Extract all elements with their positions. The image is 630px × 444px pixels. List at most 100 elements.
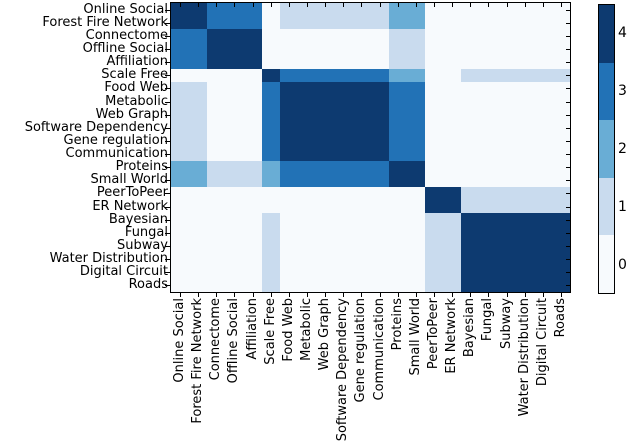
heatmap-cell <box>406 68 425 82</box>
heatmap-cell <box>479 213 498 227</box>
tick-mark <box>234 3 236 7</box>
heatmap-cell <box>297 108 317 122</box>
tick-mark <box>216 293 218 297</box>
heatmap-cell <box>297 265 317 279</box>
heatmap-cell <box>479 16 498 30</box>
heatmap-cell <box>424 147 444 161</box>
tick-mark <box>452 293 454 297</box>
colorbar-segment <box>599 235 614 293</box>
heatmap-cell <box>388 226 407 240</box>
heatmap-cell <box>189 29 208 43</box>
heatmap-cell <box>370 160 389 174</box>
heatmap-cell <box>497 68 516 82</box>
heatmap-cell <box>334 226 353 240</box>
colorbar-segment <box>599 62 614 121</box>
heatmap-cell <box>171 3 190 17</box>
heatmap-cell <box>243 108 262 122</box>
heatmap-cell <box>297 16 317 30</box>
y-tick-label: Fungal <box>124 224 168 240</box>
heatmap-cell <box>443 55 462 69</box>
heatmap-cell <box>297 55 317 69</box>
heatmap-cell <box>225 265 244 279</box>
heatmap-cell <box>171 213 190 227</box>
heatmap-cell <box>225 134 244 148</box>
heatmap-cell <box>225 16 244 30</box>
heatmap-cell <box>479 265 498 279</box>
heatmap-cell <box>243 252 262 266</box>
heatmap-cell <box>171 147 190 161</box>
heatmap-cell <box>297 3 317 17</box>
heatmap-cell <box>479 200 498 214</box>
heatmap-cell <box>352 108 371 122</box>
heatmap-cell <box>461 265 480 279</box>
tick-mark <box>165 114 170 116</box>
heatmap-cell <box>406 252 425 266</box>
y-tick-label: Gene regulation <box>63 132 168 148</box>
heatmap-cell <box>443 42 462 56</box>
heatmap-cell <box>424 213 444 227</box>
heatmap-cell <box>352 278 371 292</box>
heatmap-cell <box>297 213 317 227</box>
heatmap-cell <box>297 200 317 214</box>
heatmap-cell <box>279 16 298 30</box>
heatmap-cell <box>189 160 208 174</box>
heatmap-cell <box>334 68 353 82</box>
heatmap-cell <box>388 68 407 82</box>
heatmap-cell <box>461 186 480 201</box>
heatmap-cell <box>370 29 389 43</box>
heatmap-cell <box>388 3 407 17</box>
heatmap-cell <box>533 186 552 201</box>
heatmap-cell <box>461 160 480 174</box>
heatmap-cell <box>424 68 444 82</box>
heatmap-cell <box>334 278 353 292</box>
heatmap-cell <box>406 213 425 227</box>
heatmap-cell <box>533 3 552 17</box>
tick-mark <box>566 154 570 156</box>
heatmap-cell <box>261 108 280 122</box>
heatmap-cell <box>497 94 516 109</box>
tick-mark <box>433 3 435 7</box>
heatmap-cell <box>316 239 335 253</box>
heatmap-cell <box>533 68 552 82</box>
tick-mark <box>566 75 570 77</box>
heatmap-cell <box>207 147 226 161</box>
heatmap-cell <box>479 226 498 240</box>
heatmap-cell <box>443 3 462 17</box>
x-tick-label: Roads <box>552 298 568 338</box>
heatmap-cell <box>461 3 480 17</box>
heatmap-cell <box>334 186 353 201</box>
x-tick-label: Proteins <box>389 298 405 351</box>
tick-mark <box>198 3 200 7</box>
heatmap-cell <box>515 239 534 253</box>
heatmap-cell <box>316 173 335 187</box>
heatmap-cell <box>334 134 353 148</box>
y-tick-label: Small World <box>90 172 169 188</box>
heatmap-cell <box>515 16 534 30</box>
heatmap-cell <box>461 134 480 148</box>
heatmap-cell <box>479 252 498 266</box>
heatmap-cell <box>551 55 570 69</box>
heatmap-cell <box>171 252 190 266</box>
heatmap-cell <box>225 108 244 122</box>
heatmap-cell <box>207 121 226 135</box>
x-tick-label: Connectome <box>208 298 224 381</box>
heatmap-cell <box>352 173 371 187</box>
heatmap-cell <box>406 16 425 30</box>
heatmap-cell <box>515 94 534 109</box>
heatmap-cell <box>497 213 516 227</box>
heatmap-cell <box>189 42 208 56</box>
heatmap-cell <box>334 108 353 122</box>
heatmap-cell <box>424 200 444 214</box>
heatmap-cell <box>352 134 371 148</box>
heatmap-cell <box>424 173 444 187</box>
y-tick-label: Digital Circuit <box>79 264 168 280</box>
heatmap-cell <box>515 252 534 266</box>
heatmap-cell <box>225 94 244 109</box>
heatmap-cell <box>316 226 335 240</box>
heatmap-cell <box>370 252 389 266</box>
tick-mark <box>165 246 170 248</box>
heatmap-cell <box>279 200 298 214</box>
heatmap-cell <box>243 3 262 17</box>
heatmap-cell <box>533 134 552 148</box>
tick-mark <box>566 127 570 129</box>
